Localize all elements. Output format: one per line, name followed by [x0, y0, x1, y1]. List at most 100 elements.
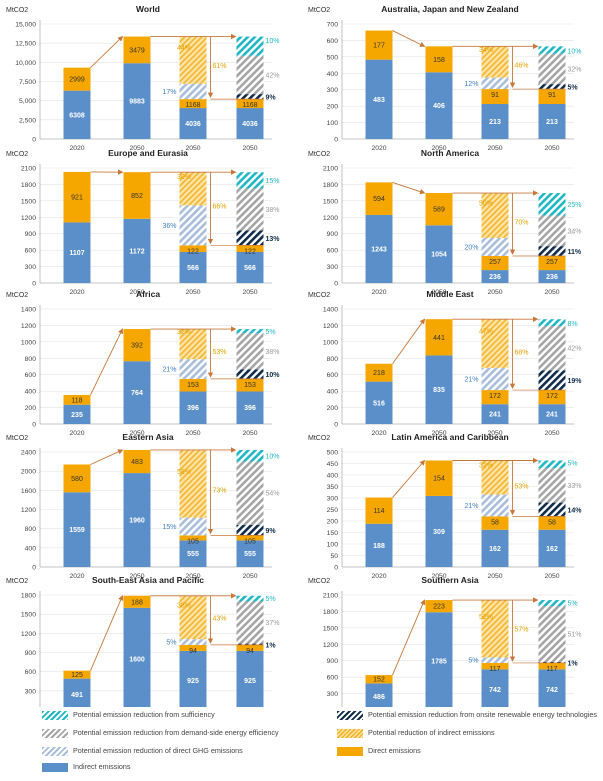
- y-tick-label: 500: [327, 54, 339, 61]
- pct-sufficiency: 15%: [266, 178, 280, 185]
- chart-panel: Australia, Japan and New Zealand MtCO2 0 10…: [308, 4, 582, 152]
- bar-direct: [481, 89, 509, 105]
- bar-direct: [63, 171, 91, 223]
- bar-label-indirect: 555: [244, 551, 256, 558]
- x-tick-label: 2050: [487, 430, 502, 437]
- bar-direct: [63, 67, 91, 91]
- chart-title: Latin America and Caribbean: [391, 432, 508, 442]
- x-tick-label: 2020: [371, 430, 386, 437]
- x-tick-label: 2050: [431, 430, 446, 437]
- pct-direct-ghg: 5%: [468, 658, 478, 665]
- bar-onsite-renewable-reduction: [538, 246, 566, 257]
- x-tick-label: 2050: [487, 289, 502, 296]
- bar-direct-ghg-reduction: [179, 517, 207, 536]
- growth-arrow: [90, 35, 124, 68]
- y-tick-label: 1800: [323, 182, 338, 189]
- bar-label-direct: 91: [548, 92, 556, 99]
- bar-indirect: [123, 473, 151, 567]
- bar-label-indirect: 835: [433, 387, 445, 394]
- bar-label-indirect: 241: [489, 412, 501, 419]
- chart-panel: North America MtCO2 0 300 600 900 1200 1500 1800…: [308, 148, 582, 296]
- y-tick-label: 7,500: [19, 79, 36, 86]
- y-tick-label: 0: [334, 565, 338, 572]
- bar-indirect: [123, 218, 151, 283]
- bar-onsite-renewable-reduction: [538, 84, 566, 90]
- bar-demand-side-reduction: [236, 188, 264, 231]
- growth-arrow: [392, 459, 426, 498]
- x-tick-label: 2050: [129, 573, 144, 580]
- bar-indirect-reduction: [481, 600, 509, 658]
- bar-indirect: [236, 252, 264, 283]
- bar-sufficiency-reduction: [236, 449, 264, 462]
- bar-label-indirect: 764: [131, 390, 143, 397]
- bar-label-indirect: 236: [489, 274, 501, 281]
- bar-demand-side-reduction: [236, 55, 264, 95]
- growth-arrow: [90, 594, 124, 671]
- bar-indirect-reduction: [481, 319, 509, 368]
- y-tick-label: 2100: [323, 166, 338, 173]
- bar-label-direct: 3479: [129, 47, 145, 54]
- legend-label: Potential emission reduction from onsite…: [368, 710, 597, 719]
- y-unit-label: MtCO2: [6, 435, 28, 442]
- x-tick-label: 2050: [487, 145, 502, 152]
- bar-label-indirect: 1054: [431, 252, 447, 259]
- bar-indirect: [123, 361, 151, 424]
- legend-label: Potential reduction of indirect emission…: [368, 728, 495, 737]
- bar-label-direct: 153: [244, 382, 256, 389]
- y-tick-label: 300: [327, 691, 339, 698]
- bar-label-indirect: 236: [546, 274, 558, 281]
- bar-label-direct: 392: [131, 343, 143, 350]
- pct-onsite-renewable: 10%: [266, 372, 281, 379]
- bar-label-direct: 94: [189, 648, 197, 655]
- bar-direct: [236, 245, 264, 253]
- y-unit-label: MtCO2: [308, 7, 330, 14]
- bar-indirect-reduction: [481, 46, 509, 78]
- y-tick-label: 0: [334, 281, 338, 288]
- bar-indirect: [481, 104, 509, 139]
- bar-direct: [63, 395, 91, 405]
- legend-swatch: [42, 711, 68, 720]
- y-tick-label: 250: [327, 507, 339, 514]
- y-tick-label: 800: [25, 356, 37, 363]
- y-unit-label: MtCO2: [6, 292, 28, 299]
- x-tick-label: 2050: [431, 289, 446, 296]
- bar-label-direct: 58: [548, 519, 556, 526]
- bar-direct-ghg-reduction: [481, 367, 509, 391]
- bar-indirect: [538, 669, 566, 707]
- chart-title: World: [136, 4, 160, 14]
- bar-onsite-renewable-reduction: [236, 94, 264, 100]
- pct-direct-reduction: 61%: [213, 63, 227, 70]
- pct-sufficiency: 25%: [568, 202, 582, 209]
- charts-canvas: World MtCO2 0 2,500 5,000 7,500 10,000 12,500 15…: [6, 4, 582, 707]
- bar-sufficiency-reduction: [538, 600, 566, 607]
- bar-label-indirect: 925: [244, 678, 256, 685]
- pct-demand-side: 32%: [568, 66, 582, 73]
- bar-label-direct: 118: [71, 397, 82, 404]
- bar-indirect: [179, 540, 207, 567]
- bar-indirect: [365, 214, 393, 283]
- bar-onsite-renewable-reduction: [236, 230, 264, 246]
- bar-direct: [425, 460, 453, 496]
- bar-label-indirect: 213: [489, 119, 501, 126]
- bar-label-indirect: 9883: [129, 99, 145, 106]
- bar-label-direct: 122: [187, 248, 199, 255]
- pct-direct-ghg: 21%: [464, 503, 478, 510]
- bar-label-direct: 152: [373, 677, 385, 684]
- y-tick-label: 300: [327, 496, 339, 503]
- y-tick-label: 0: [32, 565, 36, 572]
- pct-demand-side: 38%: [266, 207, 280, 214]
- pct-sufficiency: 10%: [266, 38, 280, 45]
- bar-label-indirect: 516: [373, 400, 385, 407]
- y-tick-label: 600: [327, 372, 339, 379]
- pct-sufficiency: 8%: [568, 321, 578, 328]
- bar-label-direct: 114: [373, 508, 384, 515]
- bar-direct: [123, 172, 151, 219]
- chart-title: South-East Asia and Pacific: [92, 575, 204, 585]
- bar-direct: [236, 378, 264, 392]
- pct-direct-reduction: 57%: [515, 626, 529, 633]
- chart-panel: Europe and Eurasia MtCO2 0 300 600 900 1200 150…: [6, 148, 280, 296]
- y-tick-label: 1400: [21, 307, 36, 314]
- bar-label-indirect: 483: [373, 97, 385, 104]
- chart-title: Europe and Eurasia: [108, 148, 188, 158]
- x-tick-label: 2050: [185, 145, 200, 152]
